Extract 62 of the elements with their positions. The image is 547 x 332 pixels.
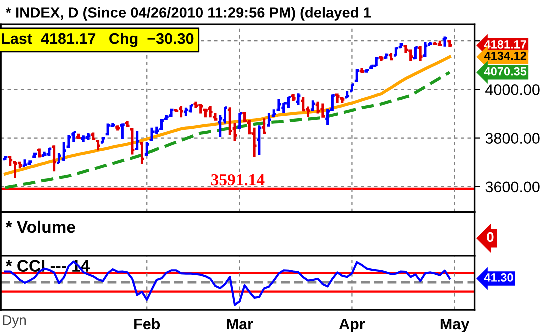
candlestick <box>236 112 244 130</box>
candlestick <box>178 104 185 119</box>
candlestick <box>26 160 34 166</box>
candlestick <box>197 104 204 115</box>
x-tick-label: Mar <box>227 318 254 330</box>
y-tick-label: 3800.00 <box>486 133 540 144</box>
annotation: Last 4181.17 Chg −30.30 <box>2 33 194 48</box>
line-series <box>4 56 452 176</box>
text: 4134.12 <box>484 52 526 60</box>
line-series <box>4 71 452 190</box>
candlestick <box>378 56 385 62</box>
candlestick <box>75 132 82 141</box>
candlestick <box>442 35 448 48</box>
chart-title: * INDEX, D (Since 04/26/2010 11:29:56 PM) (delayed 1 <box>6 7 371 21</box>
ref-line-label: 3591.14 <box>211 174 265 186</box>
candlestick <box>50 144 58 173</box>
candlestick <box>168 108 175 118</box>
candlestick <box>334 93 342 105</box>
candlestick <box>436 40 444 47</box>
candlestick <box>354 68 361 82</box>
candlestick <box>172 108 180 114</box>
candlestick <box>256 124 263 157</box>
candlestick <box>144 140 151 158</box>
candlestick <box>46 146 53 158</box>
candlestick <box>363 68 370 74</box>
candlestick <box>388 52 395 62</box>
candlestick <box>148 126 156 142</box>
text: 4070.35 <box>484 67 527 76</box>
x-tick-label: Feb <box>134 318 160 330</box>
candlestick <box>104 122 112 136</box>
candlestick <box>114 124 122 132</box>
candlestick <box>295 92 302 107</box>
candlestick <box>207 105 214 119</box>
candlestick <box>119 122 126 140</box>
candlestick <box>358 67 366 74</box>
candlestick <box>2 155 9 162</box>
candlestick <box>124 120 132 128</box>
candlestick <box>85 132 92 142</box>
y-tick-label: 4000.00 <box>486 84 540 96</box>
candlestick <box>417 44 424 63</box>
candlestick <box>192 100 200 110</box>
text: 0 <box>487 232 494 242</box>
candlestick <box>382 52 390 60</box>
text: * Volume <box>6 220 76 234</box>
candlestick <box>129 128 136 156</box>
candlestick <box>41 150 48 158</box>
candlestick <box>319 102 326 118</box>
candlestick <box>339 96 346 104</box>
y-tick-label: 3600.00 <box>486 182 540 193</box>
candlestick <box>182 106 190 118</box>
candlestick <box>290 93 298 102</box>
text: 41.30 <box>484 274 514 282</box>
candlestick <box>188 104 195 114</box>
candlestick <box>446 40 454 49</box>
candlestick <box>36 147 44 159</box>
text: Dyn <box>3 316 26 328</box>
candlestick <box>422 41 429 58</box>
candlestick <box>80 134 88 144</box>
candlestick <box>314 100 322 115</box>
text: 4181.17 <box>484 40 526 49</box>
candlestick <box>22 158 28 168</box>
candlestick <box>226 106 234 137</box>
